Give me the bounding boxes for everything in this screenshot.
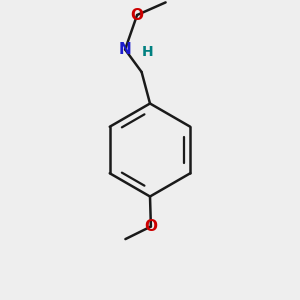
Text: N: N — [119, 42, 131, 57]
Text: H: H — [142, 45, 153, 59]
Text: O: O — [144, 219, 158, 234]
Text: O: O — [130, 8, 144, 22]
